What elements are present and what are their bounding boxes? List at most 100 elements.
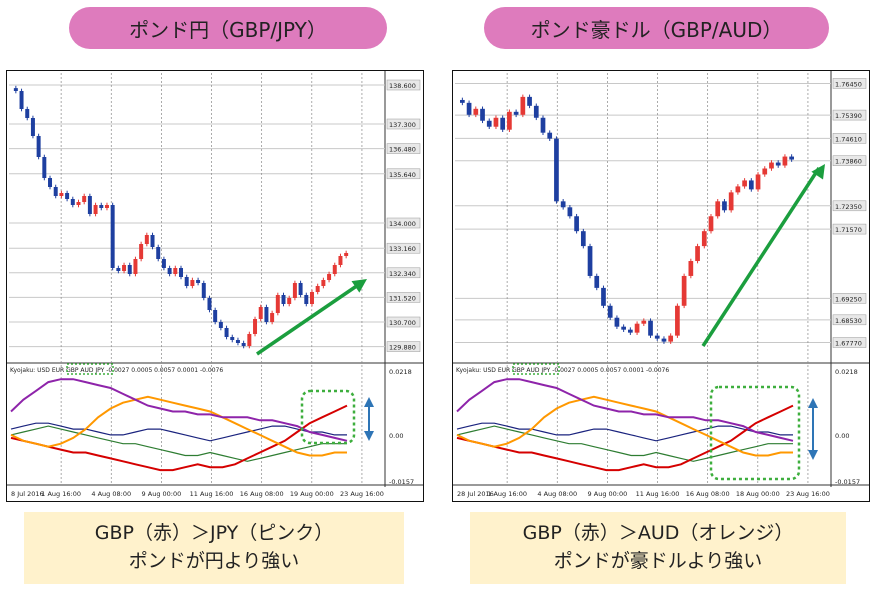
candle-body	[775, 162, 781, 166]
candle-body	[614, 317, 620, 327]
price-tick-box	[386, 292, 421, 303]
candle-body	[167, 268, 172, 274]
candle-body	[281, 295, 286, 304]
candle-body	[507, 111, 512, 130]
candle-body	[580, 231, 586, 247]
price-tick-label: 1.74610	[835, 135, 862, 143]
indicator-line-eur	[10, 422, 347, 442]
candle-body	[270, 313, 275, 322]
candle-body	[218, 322, 223, 328]
candle-body	[99, 205, 104, 208]
title-gbpjpy: ポンド円（GBP/JPY）	[69, 7, 387, 49]
price-tick-box	[386, 118, 421, 130]
indicator-header: Kyojaku: USD EUR GBP AUD JPY -0.0027 0.0…	[10, 367, 223, 374]
caption-gbpaud-line2: ポンドが豪ドルより強い	[553, 550, 763, 572]
price-tick-label: 129.880	[389, 344, 416, 352]
time-tick-label: 18 Aug 00:00	[736, 490, 780, 498]
candle-body	[139, 244, 144, 259]
candle-body	[560, 201, 566, 208]
time-tick-label: 4 Aug 08:00	[91, 490, 131, 498]
price-tick-box	[386, 168, 421, 180]
candle-body	[213, 310, 218, 322]
chart-gbpaud-svg: 1.76450 1.75390 1.74610 1.73860 1.72350 1.715…	[453, 71, 869, 498]
time-tick-label: 1 Aug 16:00	[41, 490, 81, 498]
candle-body	[701, 231, 707, 247]
candle-body	[527, 96, 532, 106]
candle-body	[59, 193, 64, 196]
price-tick-label: 137.300	[389, 121, 416, 129]
candle-body	[594, 275, 600, 288]
candle-body	[332, 265, 337, 274]
price-tick-label: 1.71570	[835, 226, 862, 234]
candle-body	[161, 259, 166, 268]
indicator-line-gbp	[10, 404, 348, 472]
candle-body	[87, 196, 92, 214]
candle-body	[681, 275, 687, 306]
price-tick-label: 1.69250	[835, 295, 862, 303]
trend-arrow-head	[811, 164, 825, 180]
time-tick-label: 1 Aug 16:00	[487, 490, 527, 498]
candle-body	[327, 274, 332, 280]
candle-body	[110, 205, 115, 268]
strength-arrow-bottom	[364, 431, 374, 441]
candle-body	[298, 283, 303, 295]
price-tick-label: 1.76450	[835, 80, 862, 88]
candle-body	[668, 335, 674, 342]
candle-body	[715, 201, 721, 217]
candle-body	[230, 337, 235, 340]
time-tick-label: 16 Aug 08:00	[686, 490, 730, 498]
candle-body	[156, 247, 161, 259]
indicator-header: Kyojaku: USD EUR GBP AUD JPY -0.0027 0.0…	[456, 367, 669, 374]
highlight-box	[300, 389, 356, 445]
highlight-box	[709, 385, 801, 481]
candle-body	[315, 286, 320, 292]
candle-body	[207, 298, 212, 310]
time-tick-label: 9 Aug 00:00	[142, 490, 182, 498]
indicator-axis-label: 0.00	[835, 432, 849, 440]
price-tick-label: 130.700	[389, 319, 416, 327]
price-tick-box	[832, 78, 867, 89]
price-tick-box	[386, 143, 421, 154]
candle-body	[688, 261, 694, 276]
caption-gbpaud: GBP（赤）＞AUD（オレンジ） ポンドが豪ドルより強い	[470, 512, 846, 584]
time-tick-label: 16 Aug 08:00	[240, 490, 284, 498]
candle-body	[607, 305, 613, 318]
candle-body	[13, 88, 18, 91]
indicator-line-usd	[456, 425, 793, 462]
price-tick-box	[832, 133, 867, 144]
candle-body	[258, 307, 263, 319]
candle-body	[253, 319, 258, 334]
candle-body	[127, 265, 132, 274]
caption-gbpjpy: GBP（赤）＞JPY（ピンク） ポンドが円より強い	[24, 512, 404, 584]
candle-body	[104, 205, 109, 208]
price-tick-label: 1.68530	[835, 317, 862, 325]
candle-body	[150, 235, 155, 247]
price-tick-label: 135.640	[389, 171, 416, 179]
candle-body	[493, 117, 499, 127]
candle-body	[19, 91, 24, 109]
candle-body	[321, 280, 326, 286]
candle-body	[179, 268, 183, 277]
candle-body	[648, 320, 653, 336]
candle-body	[675, 305, 680, 336]
candle-body	[628, 329, 633, 333]
candle-body	[661, 338, 667, 342]
candle-body	[76, 202, 81, 205]
price-tick-box	[832, 155, 867, 166]
price-tick-label: 132.340	[389, 270, 416, 278]
caption-gbpaud-line1: GBP（赤）＞AUD（オレンジ）	[522, 522, 794, 544]
candle-body	[25, 109, 30, 118]
candle-body	[480, 108, 485, 121]
candle-body	[70, 199, 75, 205]
candle-body	[735, 186, 741, 193]
price-tick-box	[386, 79, 421, 91]
candle-body	[241, 343, 246, 346]
candle-body	[190, 280, 195, 286]
price-tick-box	[832, 293, 867, 304]
indicator-line-jpy	[10, 378, 348, 442]
candle-body	[338, 256, 343, 265]
price-tick-label: 138.600	[389, 82, 416, 90]
price-tick-box	[832, 223, 867, 235]
candle-body	[144, 235, 149, 244]
indicator-line-aud	[10, 395, 347, 457]
